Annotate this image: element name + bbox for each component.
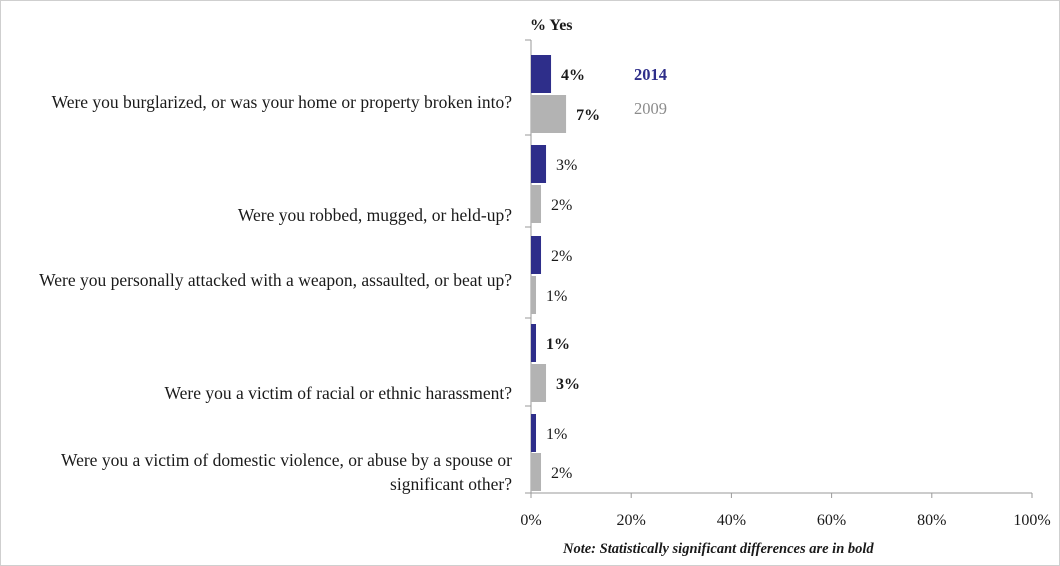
bar-2014-robbery	[531, 145, 547, 183]
bar-2009-assault	[531, 276, 537, 314]
x-tick-label: 80%	[917, 512, 946, 529]
category-label-domestic-violence: Were you a victim of domestic violence, …	[60, 450, 512, 494]
x-tick-label: 60%	[817, 512, 846, 529]
chart-note: Note: Statistically significant differen…	[563, 541, 874, 557]
data-label-2009-burglary: 7%	[576, 107, 600, 124]
data-label-2009-assault: 1%	[546, 288, 567, 305]
data-label-2014-assault: 2%	[551, 248, 572, 265]
category-label-burglary: Were you burglarized, or was your home o…	[51, 92, 512, 112]
bar-2009-robbery	[531, 185, 542, 223]
x-tick-label: 40%	[717, 512, 746, 529]
chart-title: % Yes	[530, 17, 573, 34]
bar-2014-assault	[531, 236, 542, 274]
bar-2009-harassment	[531, 364, 547, 402]
legend-entry-2014: 2014	[634, 65, 667, 84]
bar-2014-domestic-violence	[531, 414, 537, 452]
data-label-2014-domestic-violence: 1%	[546, 426, 567, 443]
data-label-2009-robbery: 2%	[551, 197, 572, 214]
data-label-2014-burglary: 4%	[561, 67, 585, 84]
bar-2009-burglary	[531, 95, 567, 133]
category-label-robbery: Were you robbed, mugged, or held-up?	[237, 205, 512, 225]
bar-2014-harassment	[531, 324, 537, 362]
category-label-assault: Were you personally attacked with a weap…	[39, 270, 512, 290]
legend-entry-2009: 2009	[634, 99, 667, 118]
x-tick-label: 100%	[1013, 512, 1050, 529]
data-label-2014-harassment: 1%	[546, 336, 570, 353]
data-label-2014-robbery: 3%	[556, 157, 577, 174]
data-label-2009-domestic-violence: 2%	[551, 465, 572, 482]
data-label-2009-harassment: 3%	[556, 376, 580, 393]
x-tick-label: 0%	[520, 512, 541, 529]
bar-2014-burglary	[531, 55, 552, 93]
x-tick-label: 20%	[617, 512, 646, 529]
bar-2009-domestic-violence	[531, 453, 542, 491]
category-label-harassment: Were you a victim of racial or ethnic ha…	[164, 383, 512, 403]
